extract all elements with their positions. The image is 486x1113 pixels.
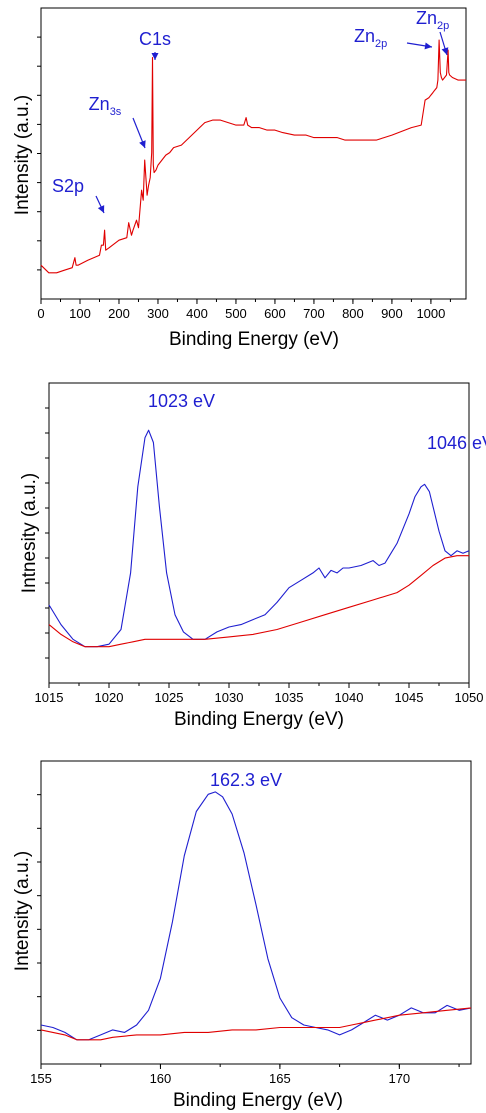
series-line — [40, 39, 466, 274]
panel-zn2p: 1015 1020 1025 1030 1035 1040 1045 1050 1023 eV… — [19, 382, 486, 730]
x-axis-label: Binding Energy (eV) — [174, 709, 344, 730]
x-tick-label: 1015 — [35, 690, 64, 705]
arrow-head — [424, 42, 432, 50]
x-tick-label: 1000 — [416, 306, 445, 321]
x-tick-label: 100 — [69, 306, 91, 321]
y-axis-label: Intensity (a.u.) — [12, 95, 33, 215]
annotations: 1023 eV 1046 eV — [148, 391, 486, 453]
series-line — [40, 1007, 472, 1041]
peak-annotation: 1023 eV — [148, 391, 215, 411]
x-tick-label: 900 — [381, 306, 403, 321]
panel-survey: 0 100 200 300 400 500 600 700 800 900 1000 C1s Zn3s… — [12, 7, 467, 350]
x-tick-label: 700 — [303, 306, 325, 321]
x-ticks: 1015 1020 1025 1030 1035 1040 1045 1050 — [35, 683, 484, 705]
x-axis-label: Binding Energy (eV) — [169, 329, 339, 350]
x-tick-label: 1050 — [455, 690, 484, 705]
y-axis-label: Intnesity (a.u.) — [19, 473, 40, 593]
peak-annotation: 162.3 eV — [210, 770, 282, 790]
x-tick-label: 1030 — [215, 690, 244, 705]
annotations: C1s Zn3s S2p Zn2p Zn2p — [52, 8, 449, 214]
series-line — [48, 429, 470, 648]
data-lines — [40, 791, 472, 1041]
peak-annotation: S2p — [52, 176, 84, 196]
plot-frame — [48, 382, 470, 684]
data-lines — [40, 39, 466, 274]
x-tick-label: 170 — [388, 1071, 410, 1086]
arrow-head — [151, 53, 159, 60]
arrow-head — [139, 140, 146, 148]
x-tick-label: 1045 — [395, 690, 424, 705]
x-tick-label: 1025 — [155, 690, 184, 705]
x-tick-label: 160 — [150, 1071, 172, 1086]
series-line — [48, 555, 469, 648]
x-ticks: 0 100 200 300 400 500 600 700 800 900 1000 — [37, 299, 451, 321]
x-tick-label: 600 — [264, 306, 286, 321]
x-tick-label: 1035 — [275, 690, 304, 705]
peak-annotation: Zn2p — [354, 26, 387, 50]
x-tick-label: 0 — [37, 306, 44, 321]
y-ticks — [37, 36, 41, 271]
peak-annotation: C1s — [139, 29, 171, 49]
series-line — [40, 791, 472, 1041]
peak-annotation: Zn2p — [416, 8, 449, 32]
x-tick-label: 300 — [147, 306, 169, 321]
arrow-head — [97, 205, 105, 213]
plot-frame — [40, 760, 472, 1065]
peak-annotation: 1046 eV — [427, 433, 486, 453]
x-tick-label: 500 — [225, 306, 247, 321]
arrow-head — [441, 47, 449, 55]
x-tick-label: 400 — [186, 306, 208, 321]
x-ticks: 155 160 165 170 — [30, 1064, 460, 1086]
x-tick-label: 165 — [269, 1071, 291, 1086]
panel-s2p: 155 160 165 170 162.3 eV Binding Energy (eV… — [12, 760, 472, 1111]
x-tick-label: 1020 — [95, 690, 124, 705]
plot-frame — [40, 7, 467, 300]
x-axis-label: Binding Energy (eV) — [173, 1090, 343, 1111]
y-ticks — [37, 794, 41, 1031]
y-ticks — [45, 407, 49, 659]
data-lines — [48, 429, 470, 648]
x-tick-label: 800 — [342, 306, 364, 321]
x-tick-label: 1040 — [335, 690, 364, 705]
annotations: 162.3 eV — [210, 770, 282, 790]
y-axis-label: Intensity (a.u.) — [12, 851, 33, 971]
x-tick-label: 200 — [108, 306, 130, 321]
peak-annotation: Zn3s — [89, 94, 122, 118]
x-tick-label: 155 — [30, 1071, 52, 1086]
